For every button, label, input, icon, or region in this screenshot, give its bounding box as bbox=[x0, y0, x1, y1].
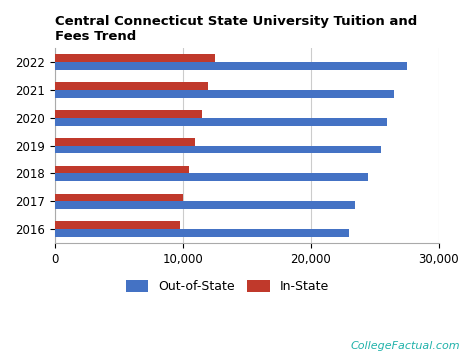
Bar bbox=[55, 166, 189, 174]
Bar bbox=[55, 174, 368, 181]
Bar bbox=[55, 201, 356, 209]
Bar bbox=[55, 146, 381, 153]
Text: Central Connecticut State University Tuition and
Fees Trend: Central Connecticut State University Tui… bbox=[55, 15, 417, 43]
Bar bbox=[55, 82, 208, 90]
Bar bbox=[55, 193, 182, 201]
Bar bbox=[55, 138, 195, 146]
Bar bbox=[55, 118, 387, 126]
Bar bbox=[55, 90, 394, 98]
Bar bbox=[55, 110, 202, 118]
Text: CollegeFactual.com: CollegeFactual.com bbox=[350, 342, 460, 351]
Bar bbox=[55, 229, 349, 237]
Bar bbox=[55, 54, 215, 62]
Legend: Out-of-State, In-State: Out-of-State, In-State bbox=[122, 277, 333, 297]
Bar bbox=[55, 62, 407, 70]
Bar bbox=[55, 221, 180, 229]
